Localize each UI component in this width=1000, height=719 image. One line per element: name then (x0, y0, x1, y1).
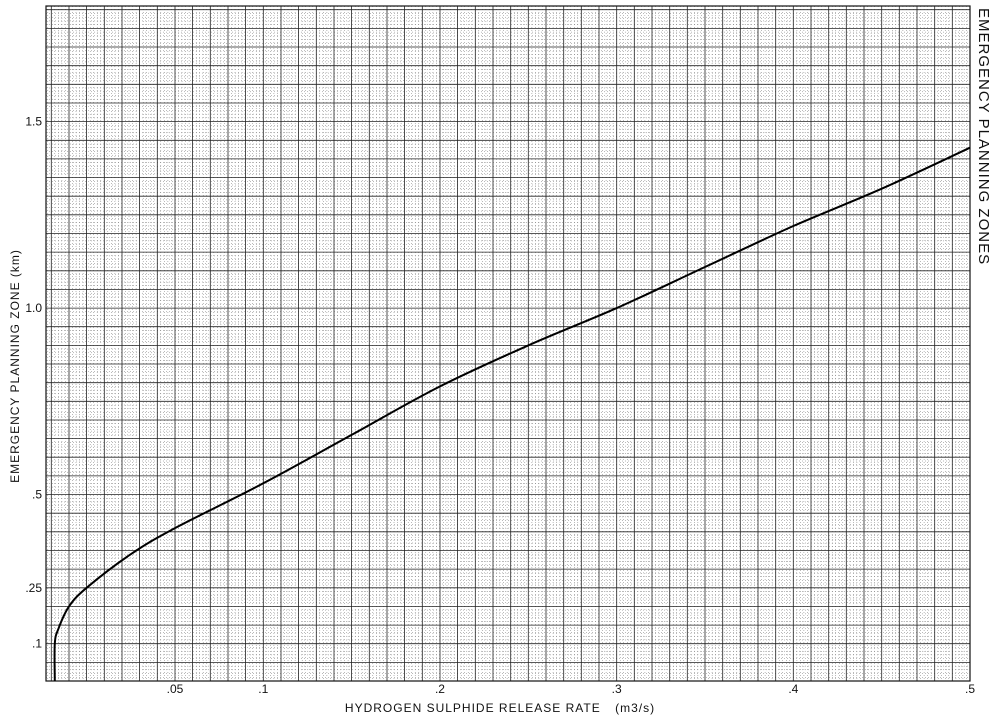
major-grid-lines (46, 6, 971, 682)
y-tick-label: 1.5 (25, 115, 42, 129)
y-tick-label: .5 (32, 488, 42, 502)
y-axis-label: EMERGENCY PLANNING ZONE (km) (8, 249, 22, 483)
x-tick-label: .3 (612, 682, 622, 696)
x-axis-label-text: HYDROGEN SULPHIDE RELEASE RATE (345, 701, 601, 715)
x-tick-label: .2 (435, 682, 445, 696)
plot-frame (45, 5, 971, 682)
y-tick-label: .25 (25, 581, 42, 595)
y-tick-label: .1 (32, 637, 42, 651)
y-tick-label: 1.0 (25, 301, 42, 315)
grid-major (45, 5, 971, 682)
x-tick-label: .5 (965, 682, 975, 696)
x-tick-label: .05 (167, 682, 184, 696)
minor-grid-lines (46, 5, 970, 681)
grid-minor (46, 5, 970, 681)
x-axis-label: HYDROGEN SULPHIDE RELEASE RATE (m3/s) (345, 701, 655, 715)
series-line-1 (53, 146, 971, 682)
x-tick-label: .1 (258, 682, 268, 696)
x-tick-label: .4 (788, 682, 798, 696)
x-axis-unit: (m3/s) (615, 701, 655, 715)
series-layer (53, 146, 971, 682)
chart-title: EMERGENCY PLANNING ZONES (975, 8, 992, 265)
y-tick-labels: .1 .25 .5 1.0 1.5 (25, 115, 42, 651)
x-tick-labels: .05 .1 .2 .3 .4 .5 (167, 682, 976, 696)
